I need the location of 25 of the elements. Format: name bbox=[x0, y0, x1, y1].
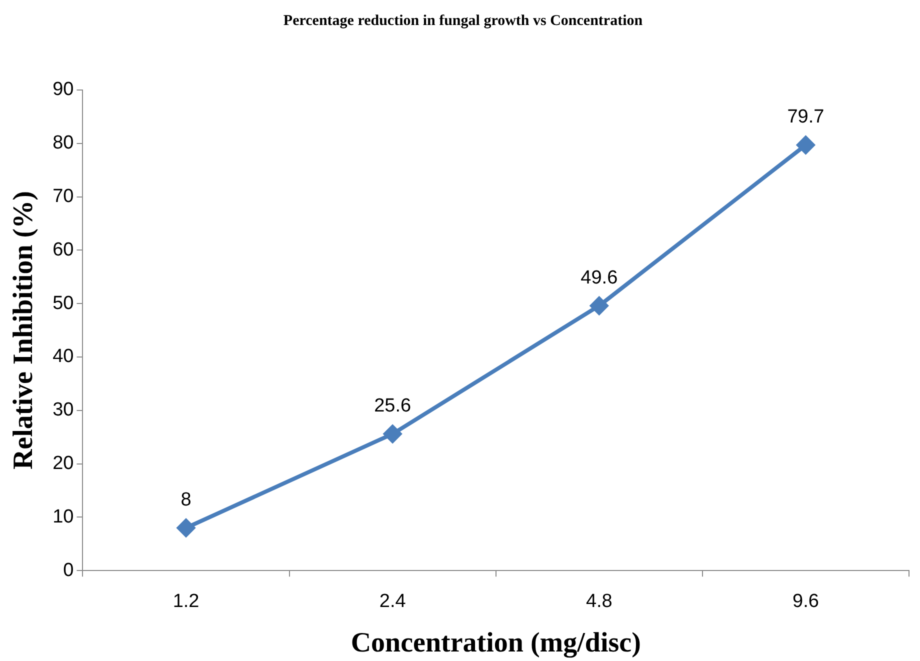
y-tick-label: 10 bbox=[52, 506, 74, 528]
y-tick-label: 50 bbox=[52, 292, 74, 314]
point bbox=[590, 296, 608, 315]
chart-title: Percentage reduction in fungal growth vs Concentration bbox=[283, 12, 644, 29]
point bbox=[177, 518, 196, 537]
y-tick-label: 40 bbox=[52, 346, 74, 368]
y-tick-label: 90 bbox=[52, 79, 74, 100]
y-tick-label: 60 bbox=[52, 239, 74, 260]
point bbox=[796, 136, 815, 154]
x-axis-title: Concentration (mg/disc) bbox=[350, 627, 641, 658]
y-tick-label: 0 bbox=[63, 560, 74, 581]
x-tick-label: 2.4 bbox=[379, 591, 406, 612]
y-tick-label: 70 bbox=[52, 186, 74, 208]
y-tick-label: 80 bbox=[52, 132, 74, 154]
x-tick-label: 4.8 bbox=[586, 591, 612, 612]
x-tick-label: 1.2 bbox=[172, 591, 200, 612]
point bbox=[384, 424, 402, 443]
data-label: 79.7 bbox=[787, 106, 824, 128]
y-tick-label: 20 bbox=[52, 453, 74, 474]
data-label: 8 bbox=[180, 490, 192, 511]
y-axis-title: Relative Inhibition (%) bbox=[8, 191, 40, 470]
data-label: 49.6 bbox=[580, 267, 618, 288]
data-label: 25.6 bbox=[374, 396, 412, 417]
y-tick-label: 30 bbox=[52, 400, 74, 421]
x-tick-label: 9.6 bbox=[792, 591, 819, 612]
